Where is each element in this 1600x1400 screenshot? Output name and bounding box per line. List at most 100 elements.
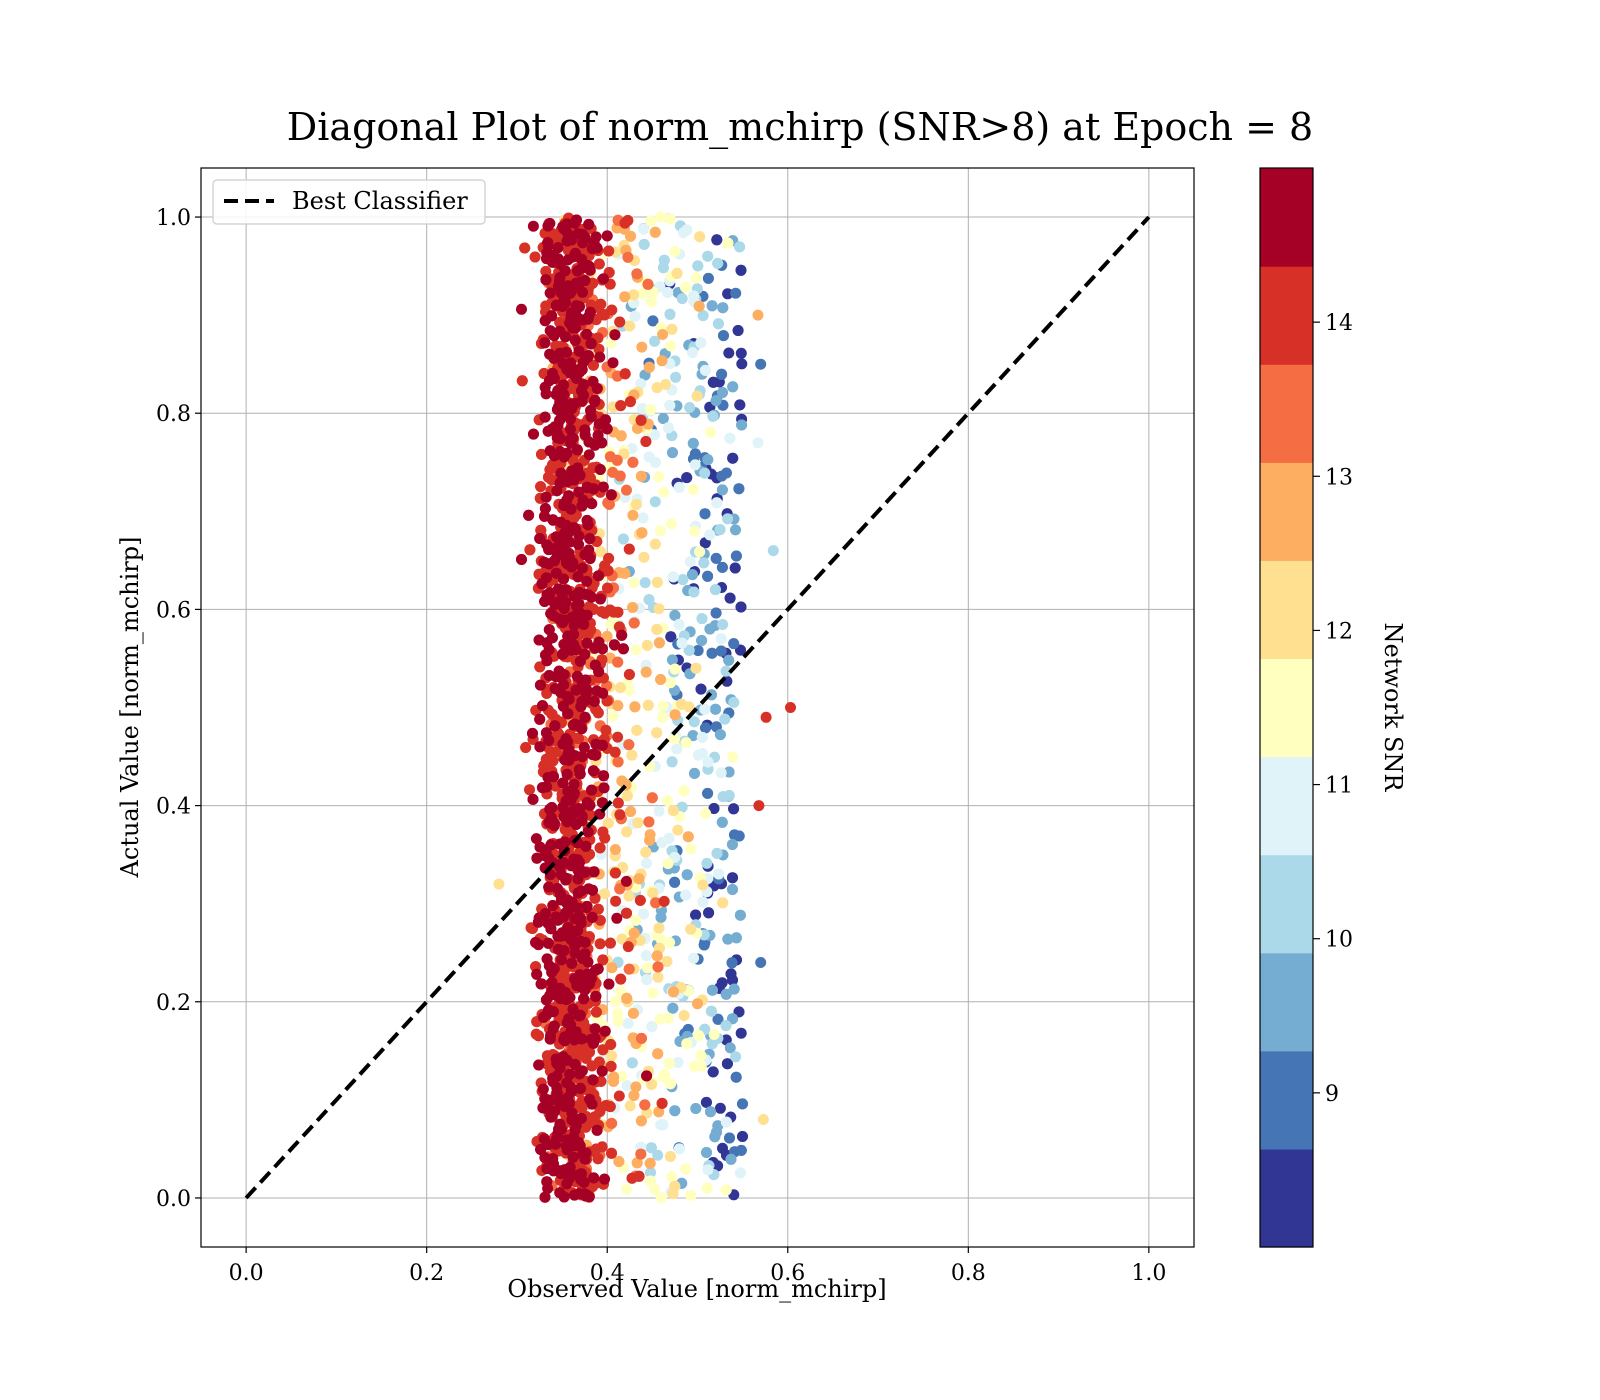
scatter-point: [545, 923, 557, 935]
scatter-point: [594, 351, 606, 363]
scatter-point: [695, 1050, 707, 1062]
scatter-point: [542, 1139, 554, 1150]
scatter-point: [647, 987, 659, 999]
scatter-point: [594, 464, 606, 475]
scatter-point: [630, 1081, 642, 1093]
scatter-point: [558, 550, 570, 562]
scatter-point: [604, 451, 616, 463]
scatter-point: [580, 1121, 592, 1133]
scatter-point: [625, 230, 636, 242]
scatter-point: [688, 952, 700, 964]
scatter-point: [706, 300, 718, 312]
scatter-point: [651, 623, 663, 635]
scatter-point: [752, 309, 764, 321]
scatter-point: [641, 962, 653, 974]
scatter-point: [557, 358, 569, 369]
scatter-point: [545, 747, 557, 759]
scatter-point: [735, 347, 747, 359]
scatter-point: [733, 1006, 745, 1018]
scatter-point: [710, 703, 721, 715]
scatter-point: [635, 1115, 647, 1127]
scatter-point: [540, 265, 552, 277]
scatter-point: [651, 727, 663, 739]
scatter-point: [577, 237, 589, 249]
scatter-point: [723, 654, 735, 666]
scatter-point: [649, 335, 661, 347]
scatter-point: [539, 411, 551, 423]
scatter-point: [631, 724, 643, 736]
scatter-point: [645, 215, 657, 227]
scatter-point: [716, 977, 728, 989]
scatter-point: [702, 272, 714, 284]
scatter-point: [652, 971, 664, 983]
scatter-point: [702, 250, 714, 262]
scatter-point: [722, 237, 734, 249]
scatter-point: [593, 1056, 605, 1068]
scatter-point: [615, 973, 627, 985]
scatter-point: [653, 922, 665, 934]
scatter-point: [588, 866, 600, 878]
scatter-point: [673, 481, 685, 493]
scatter-point: [571, 372, 582, 384]
scatter-point: [684, 402, 696, 413]
scatter-point: [610, 996, 622, 1007]
scatter-point: [760, 711, 772, 723]
scatter-point: [557, 856, 569, 868]
scatter-point: [701, 1182, 713, 1194]
scatter-point: [569, 523, 581, 535]
scatter-point: [737, 1098, 748, 1110]
scatter-point: [729, 562, 741, 574]
scatter-point: [695, 337, 707, 349]
scatter-point: [727, 452, 739, 464]
y-tick-label: 0.2: [156, 991, 191, 1016]
scatter-point: [711, 847, 723, 859]
scatter-point: [665, 677, 676, 689]
scatter-point: [705, 1106, 716, 1118]
scatter-point: [570, 684, 582, 696]
scatter-point: [558, 945, 570, 957]
scatter-point: [573, 486, 585, 498]
scatter-point: [662, 422, 674, 434]
scatter-point: [553, 1123, 565, 1135]
scatter-point: [575, 935, 587, 947]
scatter-point: [539, 1191, 551, 1203]
scatter-point: [694, 231, 706, 243]
scatter-point: [653, 637, 665, 649]
scatter-point: [574, 768, 586, 780]
scatter-point: [700, 1096, 712, 1108]
scatter-point: [730, 524, 741, 536]
scatter-point: [543, 761, 555, 773]
colorbar-segment: [1260, 560, 1313, 660]
scatter-point: [678, 1010, 690, 1021]
scatter-point: [753, 800, 765, 812]
scatter-point: [730, 287, 742, 299]
scatter-point: [583, 218, 595, 230]
scatter-point: [574, 719, 586, 731]
scatter-point: [600, 724, 612, 736]
scatter-point: [570, 1120, 582, 1132]
scatter-point: [720, 1116, 732, 1128]
x-tick-label: 0.2: [409, 1261, 444, 1286]
scatter-point: [643, 451, 655, 463]
scatter-point: [555, 930, 567, 942]
scatter-point: [557, 617, 569, 628]
scatter-point: [680, 737, 692, 749]
scatter-point: [563, 744, 575, 756]
scatter-point: [735, 1144, 747, 1156]
scatter-point: [630, 644, 642, 656]
scatter-point: [559, 986, 571, 998]
scatter-point: [713, 868, 725, 880]
scatter-point: [643, 594, 655, 606]
x-axis-label: Observed Value [norm_mchirp]: [507, 1275, 886, 1303]
scatter-point: [664, 399, 676, 411]
scatter-point: [727, 1013, 738, 1025]
colorbar-segment: [1260, 952, 1313, 1052]
scatter-point: [572, 902, 584, 914]
scatter-point: [596, 1065, 608, 1077]
scatter-point: [692, 998, 703, 1010]
scatter-point: [585, 405, 597, 416]
scatter-point: [647, 887, 659, 899]
scatter-point: [642, 699, 654, 711]
scatter-point: [689, 1060, 701, 1072]
scatter-point: [656, 355, 668, 367]
